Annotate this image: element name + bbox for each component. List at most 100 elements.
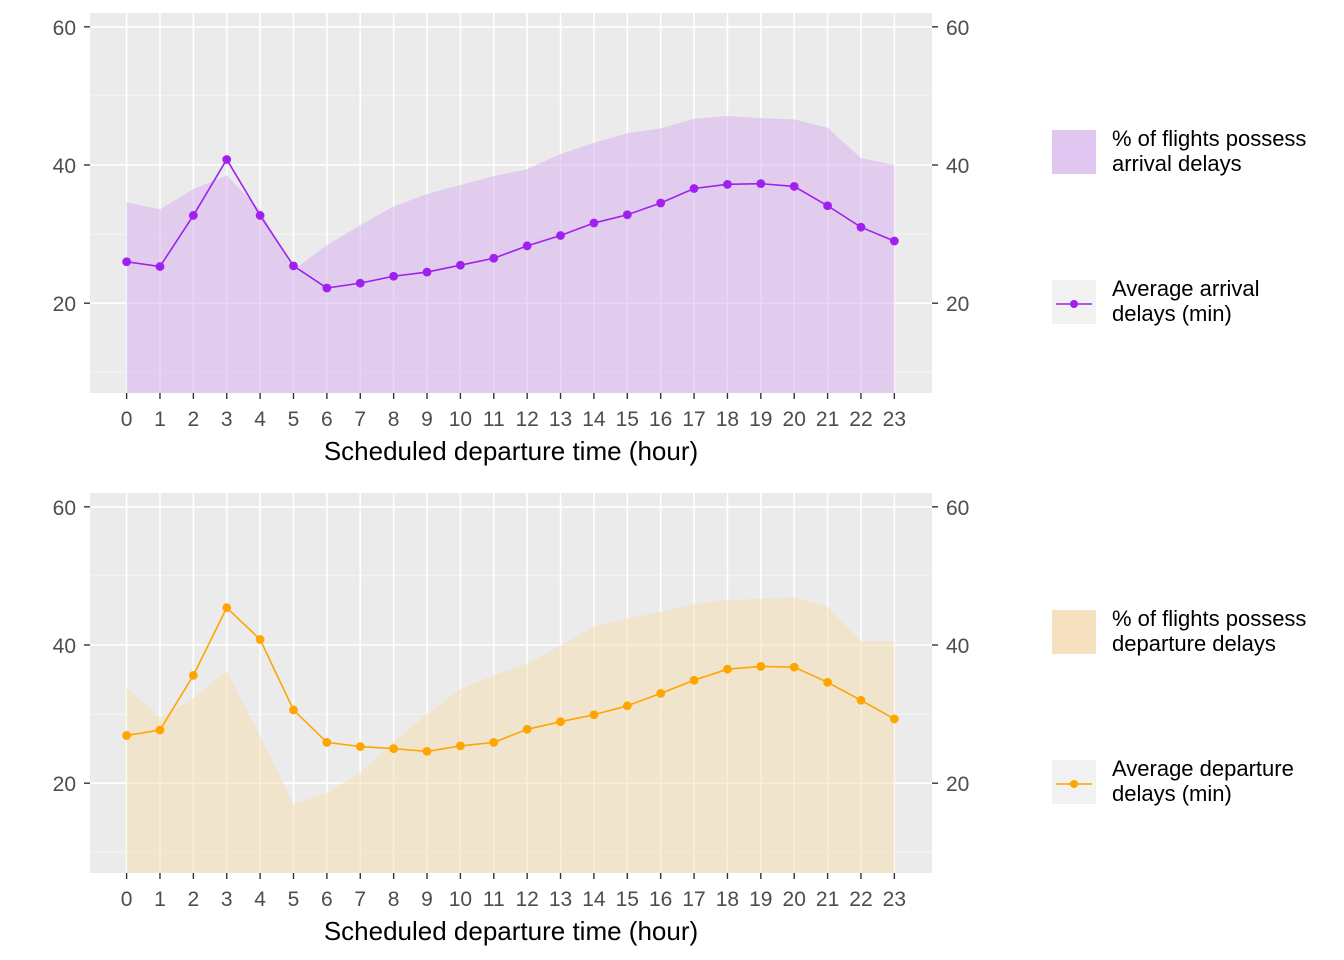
legend-key-departure-pct (1052, 610, 1096, 654)
secondary-y-tick-label: 60 (946, 17, 969, 40)
y-tick-label: 60 (53, 17, 76, 40)
line-point (456, 741, 465, 751)
x-tick-label: 9 (421, 408, 433, 431)
line-point (823, 677, 832, 687)
line-point (355, 742, 365, 751)
line-point (422, 747, 432, 756)
secondary-y-tick-label: 40 (946, 635, 969, 658)
line-point (322, 283, 332, 293)
legend-line-departure-icon (1056, 780, 1092, 788)
line-point (656, 198, 666, 208)
x-tick-label: 3 (221, 408, 233, 431)
x-tick-label: 20 (783, 888, 806, 911)
x-tick-label: 18 (716, 408, 739, 431)
legend-item-departure-avg: Average departure delays (min) (1052, 756, 1342, 806)
x-tick-label: 17 (682, 888, 705, 911)
legend-label-departure-pct: % of flights possess departure delays (1112, 606, 1307, 656)
line-point (789, 662, 799, 672)
legend-label-departure-avg: Average departure delays (min) (1112, 756, 1294, 806)
secondary-y-tick-label: 40 (946, 155, 969, 178)
x-tick-label: 1 (154, 888, 166, 911)
x-tick-label: 6 (321, 408, 333, 431)
x-tick-label: 0 (121, 408, 133, 431)
x-tick-label: 4 (254, 408, 266, 431)
x-tick-label: 16 (649, 408, 672, 431)
line-point (255, 635, 265, 644)
x-tick-label: 13 (549, 888, 572, 911)
line-point (489, 738, 499, 747)
x-tick-label: 17 (682, 408, 705, 431)
line-point (723, 664, 732, 674)
legend-label-arrival-pct: % of flights possess arrival delays (1112, 126, 1307, 176)
x-tick-label: 12 (515, 888, 538, 911)
line-point (889, 236, 899, 246)
x-tick-label: 8 (388, 408, 400, 431)
x-tick-label: 10 (449, 408, 472, 431)
x-tick-label: 18 (716, 888, 739, 911)
x-tick-label: 19 (749, 888, 772, 911)
line-point (188, 211, 198, 220)
x-tick-label: 19 (749, 408, 772, 431)
x-tick-label: 15 (616, 408, 639, 431)
x-tick-label: 23 (883, 408, 906, 431)
x-tick-label: 11 (483, 888, 505, 911)
line-point (188, 671, 198, 680)
line-point (355, 278, 365, 288)
x-axis-title: Scheduled departure time (hour) (324, 916, 698, 946)
x-tick-label: 21 (816, 888, 839, 911)
x-tick-label: 21 (816, 408, 839, 431)
x-tick-label: 16 (649, 888, 672, 911)
line-point (823, 201, 832, 211)
x-tick-label: 23 (883, 888, 906, 911)
line-point (622, 210, 632, 220)
line-point (222, 155, 232, 164)
x-tick-label: 3 (221, 888, 233, 911)
x-tick-label: 2 (188, 888, 200, 911)
line-point (723, 179, 732, 189)
x-tick-label: 10 (449, 888, 472, 911)
line-point (556, 717, 565, 727)
x-tick-label: 13 (549, 408, 572, 431)
x-tick-label: 5 (288, 888, 300, 911)
x-tick-label: 9 (421, 888, 433, 911)
line-point (856, 222, 866, 232)
x-tick-label: 11 (483, 408, 505, 431)
x-tick-label: 4 (254, 888, 266, 911)
y-tick-label: 60 (53, 497, 76, 520)
legend-key-arrival-avg (1052, 280, 1096, 324)
line-point (322, 738, 332, 747)
line-point (122, 257, 131, 267)
line-point (856, 695, 866, 705)
line-point (389, 744, 399, 754)
line-point (289, 705, 298, 715)
line-point (889, 714, 899, 724)
y-tick-label: 40 (53, 635, 76, 658)
line-point (756, 662, 766, 671)
line-point (122, 731, 131, 740)
x-tick-label: 15 (616, 888, 639, 911)
area-series (126, 115, 895, 393)
line-point (222, 603, 232, 613)
x-tick-label: 6 (321, 888, 333, 911)
y-tick-label: 20 (53, 773, 76, 796)
line-point (489, 253, 499, 263)
line-point (756, 179, 766, 189)
legend-line-arrival-icon (1056, 300, 1092, 308)
x-tick-label: 8 (388, 888, 400, 911)
secondary-y-tick-label: 60 (946, 497, 969, 520)
x-tick-label: 22 (849, 888, 872, 911)
legend-item-arrival-avg: Average arrival delays (min) (1052, 276, 1342, 326)
line-point (389, 271, 399, 281)
x-tick-label: 22 (849, 408, 872, 431)
x-tick-label: 20 (783, 408, 806, 431)
line-point (522, 724, 532, 734)
line-series (126, 606, 895, 753)
x-tick-label: 7 (354, 888, 366, 911)
line-point (789, 182, 799, 191)
line-point (289, 261, 298, 271)
x-tick-label: 5 (288, 408, 300, 431)
line-point (155, 262, 165, 271)
line-point (155, 725, 165, 735)
